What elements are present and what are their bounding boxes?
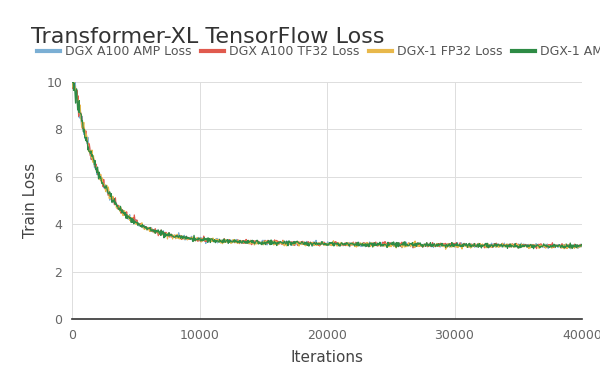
DGX A100 TF32 Loss xyxy=(275,242,283,246)
DGX A100 TF32 Loss xyxy=(121,212,128,216)
Y-axis label: Train Loss: Train Loss xyxy=(23,163,38,238)
DGX-1 FP32 Loss xyxy=(476,242,484,246)
DGX A100 AMP Loss xyxy=(419,243,426,247)
DGX A100 TF32 Loss xyxy=(476,243,483,247)
DGX A100 TF32 Loss xyxy=(419,245,427,249)
DGX-1 FP32 Loss xyxy=(69,72,76,76)
DGX-1 AMP Loss xyxy=(419,245,427,249)
DGX-1 AMP Loss xyxy=(70,75,77,79)
Line: DGX A100 TF32 Loss: DGX A100 TF32 Loss xyxy=(72,75,582,249)
DGX-1 AMP Loss xyxy=(293,239,301,243)
DGX-1 FP32 Loss xyxy=(68,76,76,80)
DGX A100 AMP Loss xyxy=(121,211,128,216)
Legend: DGX A100 AMP Loss, DGX A100 TF32 Loss, DGX-1 FP32 Loss, DGX-1 AMP Loss: DGX A100 AMP Loss, DGX A100 TF32 Loss, D… xyxy=(37,45,600,58)
DGX-1 FP32 Loss xyxy=(467,246,475,250)
Text: Transformer-XL TensorFlow Loss: Transformer-XL TensorFlow Loss xyxy=(31,27,385,47)
DGX A100 TF32 Loss xyxy=(69,73,76,77)
DGX-1 FP32 Loss xyxy=(275,242,283,246)
DGX-1 FP32 Loss xyxy=(121,209,128,213)
X-axis label: Iterations: Iterations xyxy=(290,350,364,365)
DGX A100 TF32 Loss xyxy=(533,246,540,251)
DGX-1 AMP Loss xyxy=(578,242,586,247)
DGX-1 FP32 Loss xyxy=(578,243,586,248)
DGX A100 AMP Loss xyxy=(466,243,473,247)
DGX A100 TF32 Loss xyxy=(467,244,474,249)
DGX-1 FP32 Loss xyxy=(419,243,427,247)
DGX A100 TF32 Loss xyxy=(578,243,586,247)
DGX-1 FP32 Loss xyxy=(293,242,301,246)
Line: DGX-1 FP32 Loss: DGX-1 FP32 Loss xyxy=(72,74,582,249)
DGX-1 AMP Loss xyxy=(467,244,474,249)
DGX-1 AMP Loss xyxy=(530,246,537,251)
DGX-1 AMP Loss xyxy=(275,240,283,244)
DGX A100 AMP Loss xyxy=(275,241,282,246)
DGX-1 AMP Loss xyxy=(121,213,128,217)
Line: DGX A100 AMP Loss: DGX A100 AMP Loss xyxy=(72,69,582,249)
DGX A100 AMP Loss xyxy=(475,243,482,247)
DGX-1 FP32 Loss xyxy=(442,247,449,252)
DGX-1 AMP Loss xyxy=(68,78,76,83)
Line: DGX-1 AMP Loss: DGX-1 AMP Loss xyxy=(72,77,582,249)
DGX A100 AMP Loss xyxy=(567,246,574,251)
DGX A100 TF32 Loss xyxy=(68,80,76,84)
DGX A100 AMP Loss xyxy=(293,241,300,245)
DGX-1 AMP Loss xyxy=(476,241,483,246)
DGX A100 AMP Loss xyxy=(578,243,586,248)
DGX A100 TF32 Loss xyxy=(293,239,301,244)
DGX A100 AMP Loss xyxy=(68,66,76,71)
